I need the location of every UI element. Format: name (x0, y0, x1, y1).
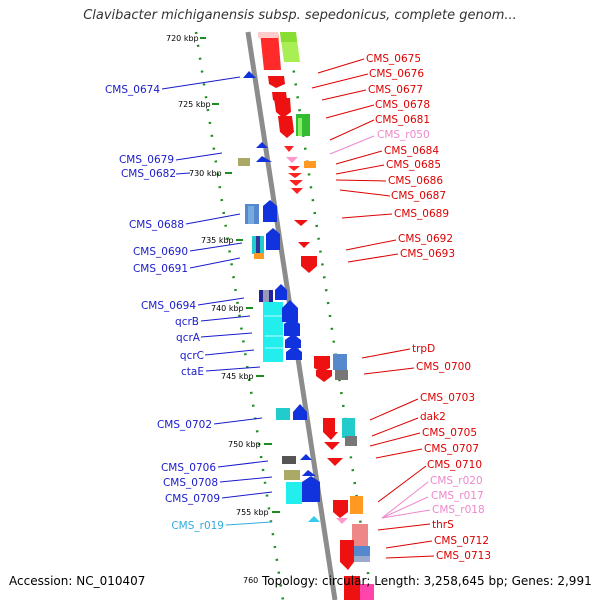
accession-info: Accession: NC_010407 (9, 574, 145, 588)
gene-label[interactable]: CMS_0686 (388, 175, 443, 187)
scale-tick-label: 720 kbp (166, 34, 199, 43)
gene-label[interactable]: CMS_0713 (436, 550, 491, 562)
genes-value: 2,991 (557, 574, 592, 588)
scale-tick-label: 725 kbp (178, 100, 211, 109)
gene-label[interactable]: CMS_0692 (398, 233, 453, 245)
gene-label[interactable]: CMS_0691 (133, 263, 188, 275)
gene-label[interactable]: CMS_0693 (400, 248, 455, 260)
scale-tick-label: 730 kbp (189, 169, 222, 178)
gene-label[interactable]: CMS_0689 (394, 208, 449, 220)
gene-label[interactable]: CMS_0694 (141, 300, 196, 312)
right-strand-features (258, 32, 374, 600)
gene-label[interactable]: CMS_0687 (391, 190, 446, 202)
gene-label[interactable]: CMS_r017 (431, 490, 484, 502)
gene-label[interactable]: CMS_0708 (163, 477, 218, 489)
gene-label[interactable]: trpD (412, 343, 435, 355)
genes-label: Genes: (511, 574, 554, 588)
gene-label[interactable]: CMS_0700 (416, 361, 471, 373)
gene-label[interactable]: CMS_0690 (133, 246, 188, 258)
gene-label[interactable]: CMS_r050 (377, 129, 430, 141)
length-value: 3,258,645 bp (423, 574, 504, 588)
scale-tick-label: 735 kbp (201, 236, 234, 245)
scale-track (194, 31, 374, 600)
gene-label[interactable]: thrS (432, 519, 454, 531)
gene-label[interactable]: CMS_0688 (129, 219, 184, 231)
gene-label[interactable]: CMS_0681 (375, 114, 430, 126)
topology-value: circular (321, 574, 367, 588)
right-gene-labels: CMS_0675 CMS_0676 CMS_0677 CMS_0678 CMS_… (366, 53, 491, 562)
gene-label[interactable]: CMS_r019 (171, 520, 224, 532)
scale-tick-label: 740 kbp (211, 304, 244, 313)
gene-label[interactable]: CMS_0705 (422, 427, 477, 439)
map-title: Clavibacter michiganensis subsp. sepedon… (83, 8, 517, 23)
gene-label[interactable]: CMS_0709 (165, 493, 220, 505)
gene-label[interactable]: CMS_0707 (424, 443, 479, 455)
gene-label[interactable]: CMS_0710 (427, 459, 482, 471)
gene-label[interactable]: CMS_r018 (432, 504, 485, 516)
gene-label[interactable]: CMS_0685 (386, 159, 441, 171)
scale-tick-label: 750 kbp (228, 440, 261, 449)
gene-label[interactable]: ctaE (181, 366, 204, 378)
left-gene-labels: CMS_0674 CMS_0679 CMS_0682 CMS_0688 CMS_… (105, 84, 224, 532)
left-connectors (161, 76, 273, 526)
scale-tick-label: 745 kbp (221, 372, 254, 381)
gene-label[interactable]: CMS_0677 (368, 84, 423, 96)
gene-label[interactable]: qcrB (175, 316, 199, 328)
gene-label[interactable]: CMS_0712 (434, 535, 489, 547)
gene-label[interactable]: CMS_0684 (384, 145, 439, 157)
gene-label[interactable]: qcrC (180, 350, 204, 362)
gene-label[interactable]: CMS_0675 (366, 53, 421, 65)
gene-label[interactable]: dak2 (420, 411, 446, 423)
scale-labels: 720 kbp 725 kbp 730 kbp 735 kbp 740 kbp … (166, 34, 280, 585)
gene-label[interactable]: CMS_0706 (161, 462, 216, 474)
gene-label[interactable]: CMS_0674 (105, 84, 160, 96)
gene-label[interactable]: CMS_0703 (420, 392, 475, 404)
accession-value: NC_010407 (76, 574, 146, 588)
gene-label[interactable]: CMS_0682 (121, 168, 176, 180)
topology-label: Topology: (262, 574, 319, 588)
gene-label[interactable]: CMS_r020 (430, 475, 483, 487)
gene-label[interactable]: CMS_0702 (157, 419, 212, 431)
genome-stats: Topology: circular; Length: 3,258,645 bp… (262, 574, 592, 588)
length-label: Length: (374, 574, 420, 588)
gene-label[interactable]: CMS_0679 (119, 154, 174, 166)
gene-label[interactable]: CMS_0678 (375, 99, 430, 111)
scale-tick-label: 755 kbp (236, 508, 269, 517)
gene-label[interactable]: CMS_0676 (369, 68, 424, 80)
accession-label: Accession: (9, 574, 73, 588)
right-connectors (311, 58, 435, 559)
scale-tick-label: 760 (243, 576, 258, 585)
gene-label[interactable]: qcrA (176, 332, 201, 344)
left-strand-features (238, 71, 320, 522)
